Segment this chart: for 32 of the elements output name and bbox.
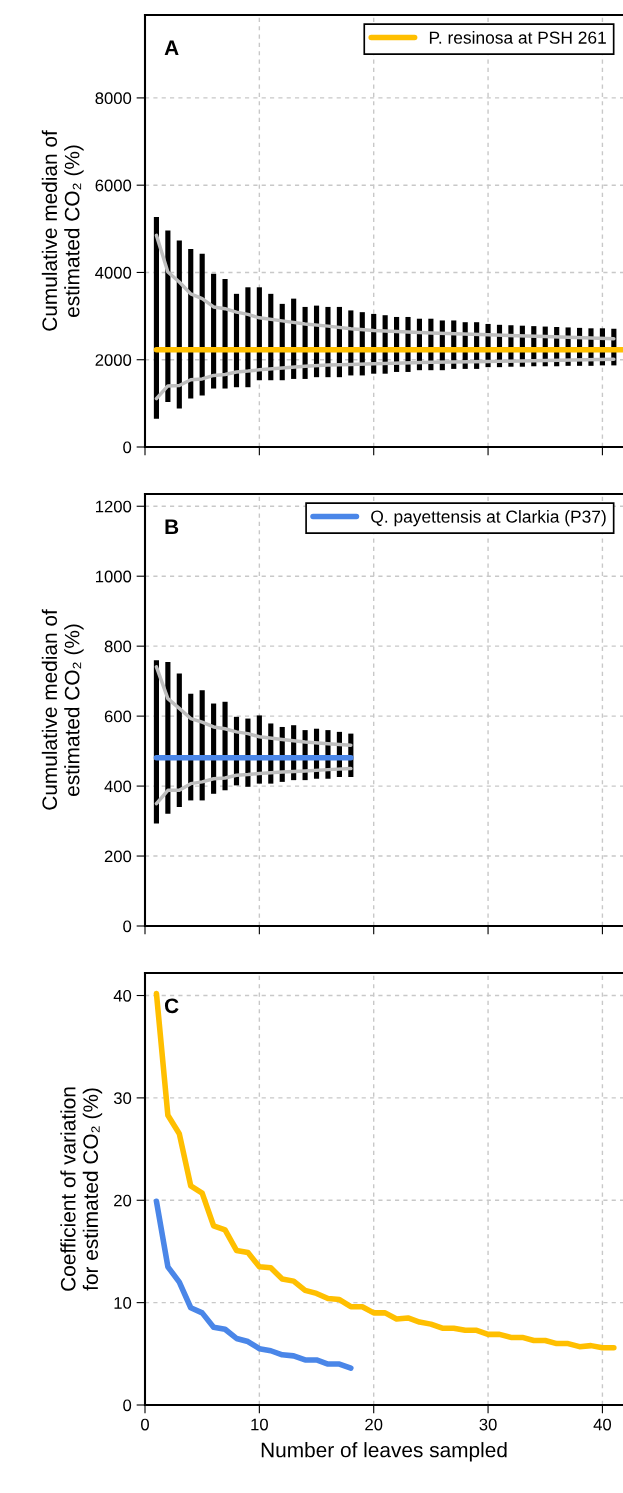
y-tick-label: 2000: [95, 354, 132, 366]
y-axis-title: Cumulative median of estimated CO₂ (%): [41, 130, 84, 331]
x-tick-label: 30: [479, 1418, 497, 1431]
annotation: C: [164, 998, 179, 1014]
annotation: A: [164, 40, 179, 55]
y-tick-label: 1000: [96, 570, 132, 583]
y-tick-label: 1200: [96, 500, 132, 513]
y-tick-label: 4000: [95, 266, 132, 279]
y-tick-label: 8000: [95, 92, 132, 105]
y-tick-label: 600: [104, 710, 132, 723]
x-tick-label: 0: [141, 1418, 149, 1431]
y-tick-label: 800: [104, 640, 132, 653]
x-tick-label: 40: [593, 1418, 612, 1431]
legend-label: Q. payettensis at Clarkia (P37): [371, 510, 606, 527]
y-tick-label: 20: [114, 1194, 132, 1207]
legend-label: P. resinosa at PSH 261: [429, 31, 606, 44]
y-tick-label: 40: [113, 989, 132, 1002]
annotation: B: [165, 519, 179, 534]
y-axis-title: Coefficient of variation for estimated CO₂ (%): [60, 1087, 103, 1291]
y-tick-label: 30: [113, 1092, 132, 1105]
y-tick-label: 400: [104, 780, 132, 793]
y-axis-title: Cumulative median of estimated CO₂ (%): [41, 609, 84, 810]
x-tick-label: 20: [365, 1418, 383, 1431]
bar: [153, 217, 160, 419]
y-tick-label: 10: [114, 1297, 132, 1309]
y-tick-label: 0: [123, 1399, 132, 1412]
y-tick-label: 0: [123, 441, 132, 454]
x-axis-title: Number of leaves sampled: [261, 1442, 507, 1462]
y-tick-label: 0: [123, 920, 132, 933]
x-tick-label: 10: [251, 1418, 268, 1431]
y-tick-label: 6000: [95, 179, 132, 192]
y-tick-label: 200: [104, 850, 132, 863]
